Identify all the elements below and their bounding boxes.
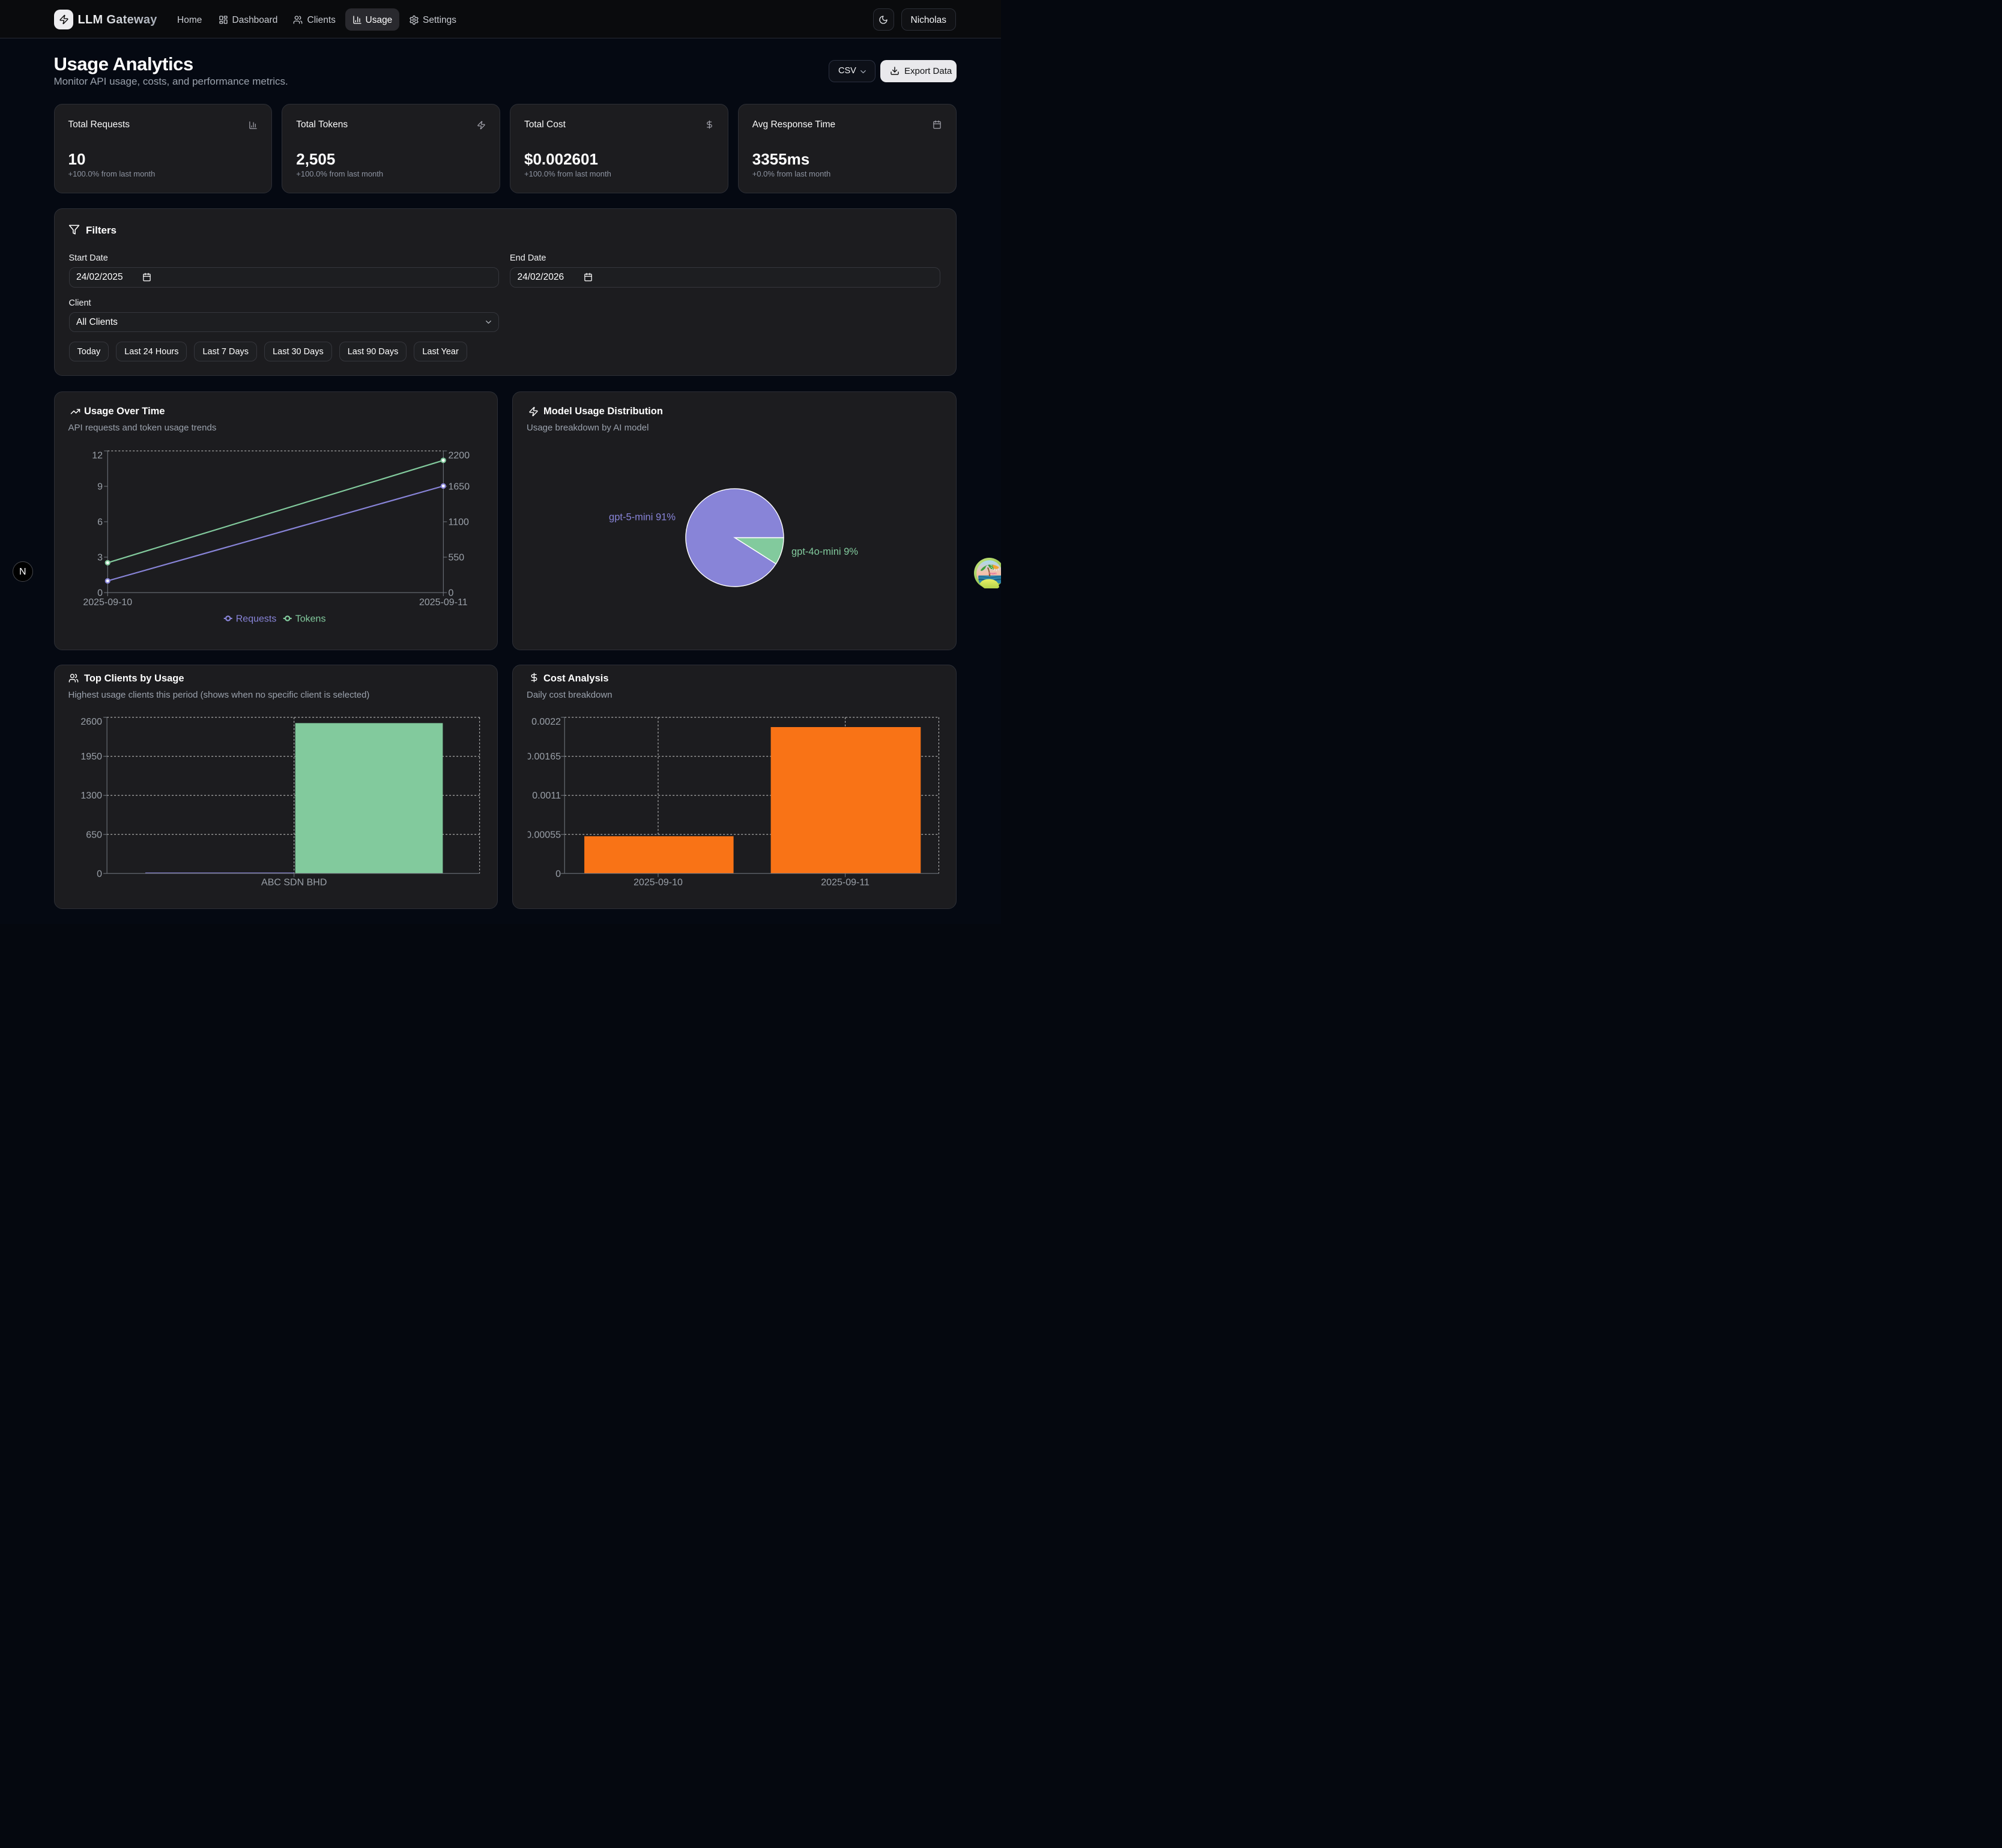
svg-text:1950: 1950 bbox=[80, 752, 102, 762]
svg-text:gpt-4o-mini 9%: gpt-4o-mini 9% bbox=[791, 546, 858, 557]
svg-text:2025-09-11: 2025-09-11 bbox=[821, 877, 869, 887]
svg-text:0.00055: 0.00055 bbox=[526, 830, 561, 840]
svg-text:12: 12 bbox=[92, 451, 103, 461]
svg-text:0: 0 bbox=[448, 588, 453, 599]
svg-text:2600: 2600 bbox=[80, 717, 102, 727]
svg-text:2025-09-11: 2025-09-11 bbox=[419, 597, 467, 608]
svg-text:0: 0 bbox=[97, 588, 103, 599]
svg-text:Tropic: Tropic bbox=[988, 572, 997, 575]
svg-text:0.0022: 0.0022 bbox=[531, 717, 561, 727]
svg-text:Requests: Requests bbox=[235, 614, 276, 624]
svg-text:gpt-5-mini 91%: gpt-5-mini 91% bbox=[609, 512, 676, 523]
svg-text:0: 0 bbox=[97, 869, 102, 879]
svg-text:6: 6 bbox=[97, 518, 103, 528]
svg-text:ABC SDN BHD: ABC SDN BHD bbox=[261, 877, 327, 887]
svg-text:3: 3 bbox=[97, 553, 103, 563]
svg-text:Tokens: Tokens bbox=[295, 614, 325, 624]
svg-text:2025-09-10: 2025-09-10 bbox=[634, 877, 683, 887]
svg-text:1650: 1650 bbox=[448, 482, 470, 492]
svg-text:2025-09-10: 2025-09-10 bbox=[83, 597, 132, 608]
svg-text:0.0011: 0.0011 bbox=[532, 791, 561, 801]
svg-text:0: 0 bbox=[555, 869, 561, 879]
svg-text:1300: 1300 bbox=[80, 791, 102, 801]
svg-text:650: 650 bbox=[86, 830, 102, 840]
svg-text:0.00165: 0.00165 bbox=[526, 752, 561, 762]
svg-text:9: 9 bbox=[97, 482, 103, 492]
svg-text:550: 550 bbox=[448, 553, 464, 563]
svg-text:1100: 1100 bbox=[448, 518, 469, 528]
svg-text:2200: 2200 bbox=[448, 451, 470, 461]
